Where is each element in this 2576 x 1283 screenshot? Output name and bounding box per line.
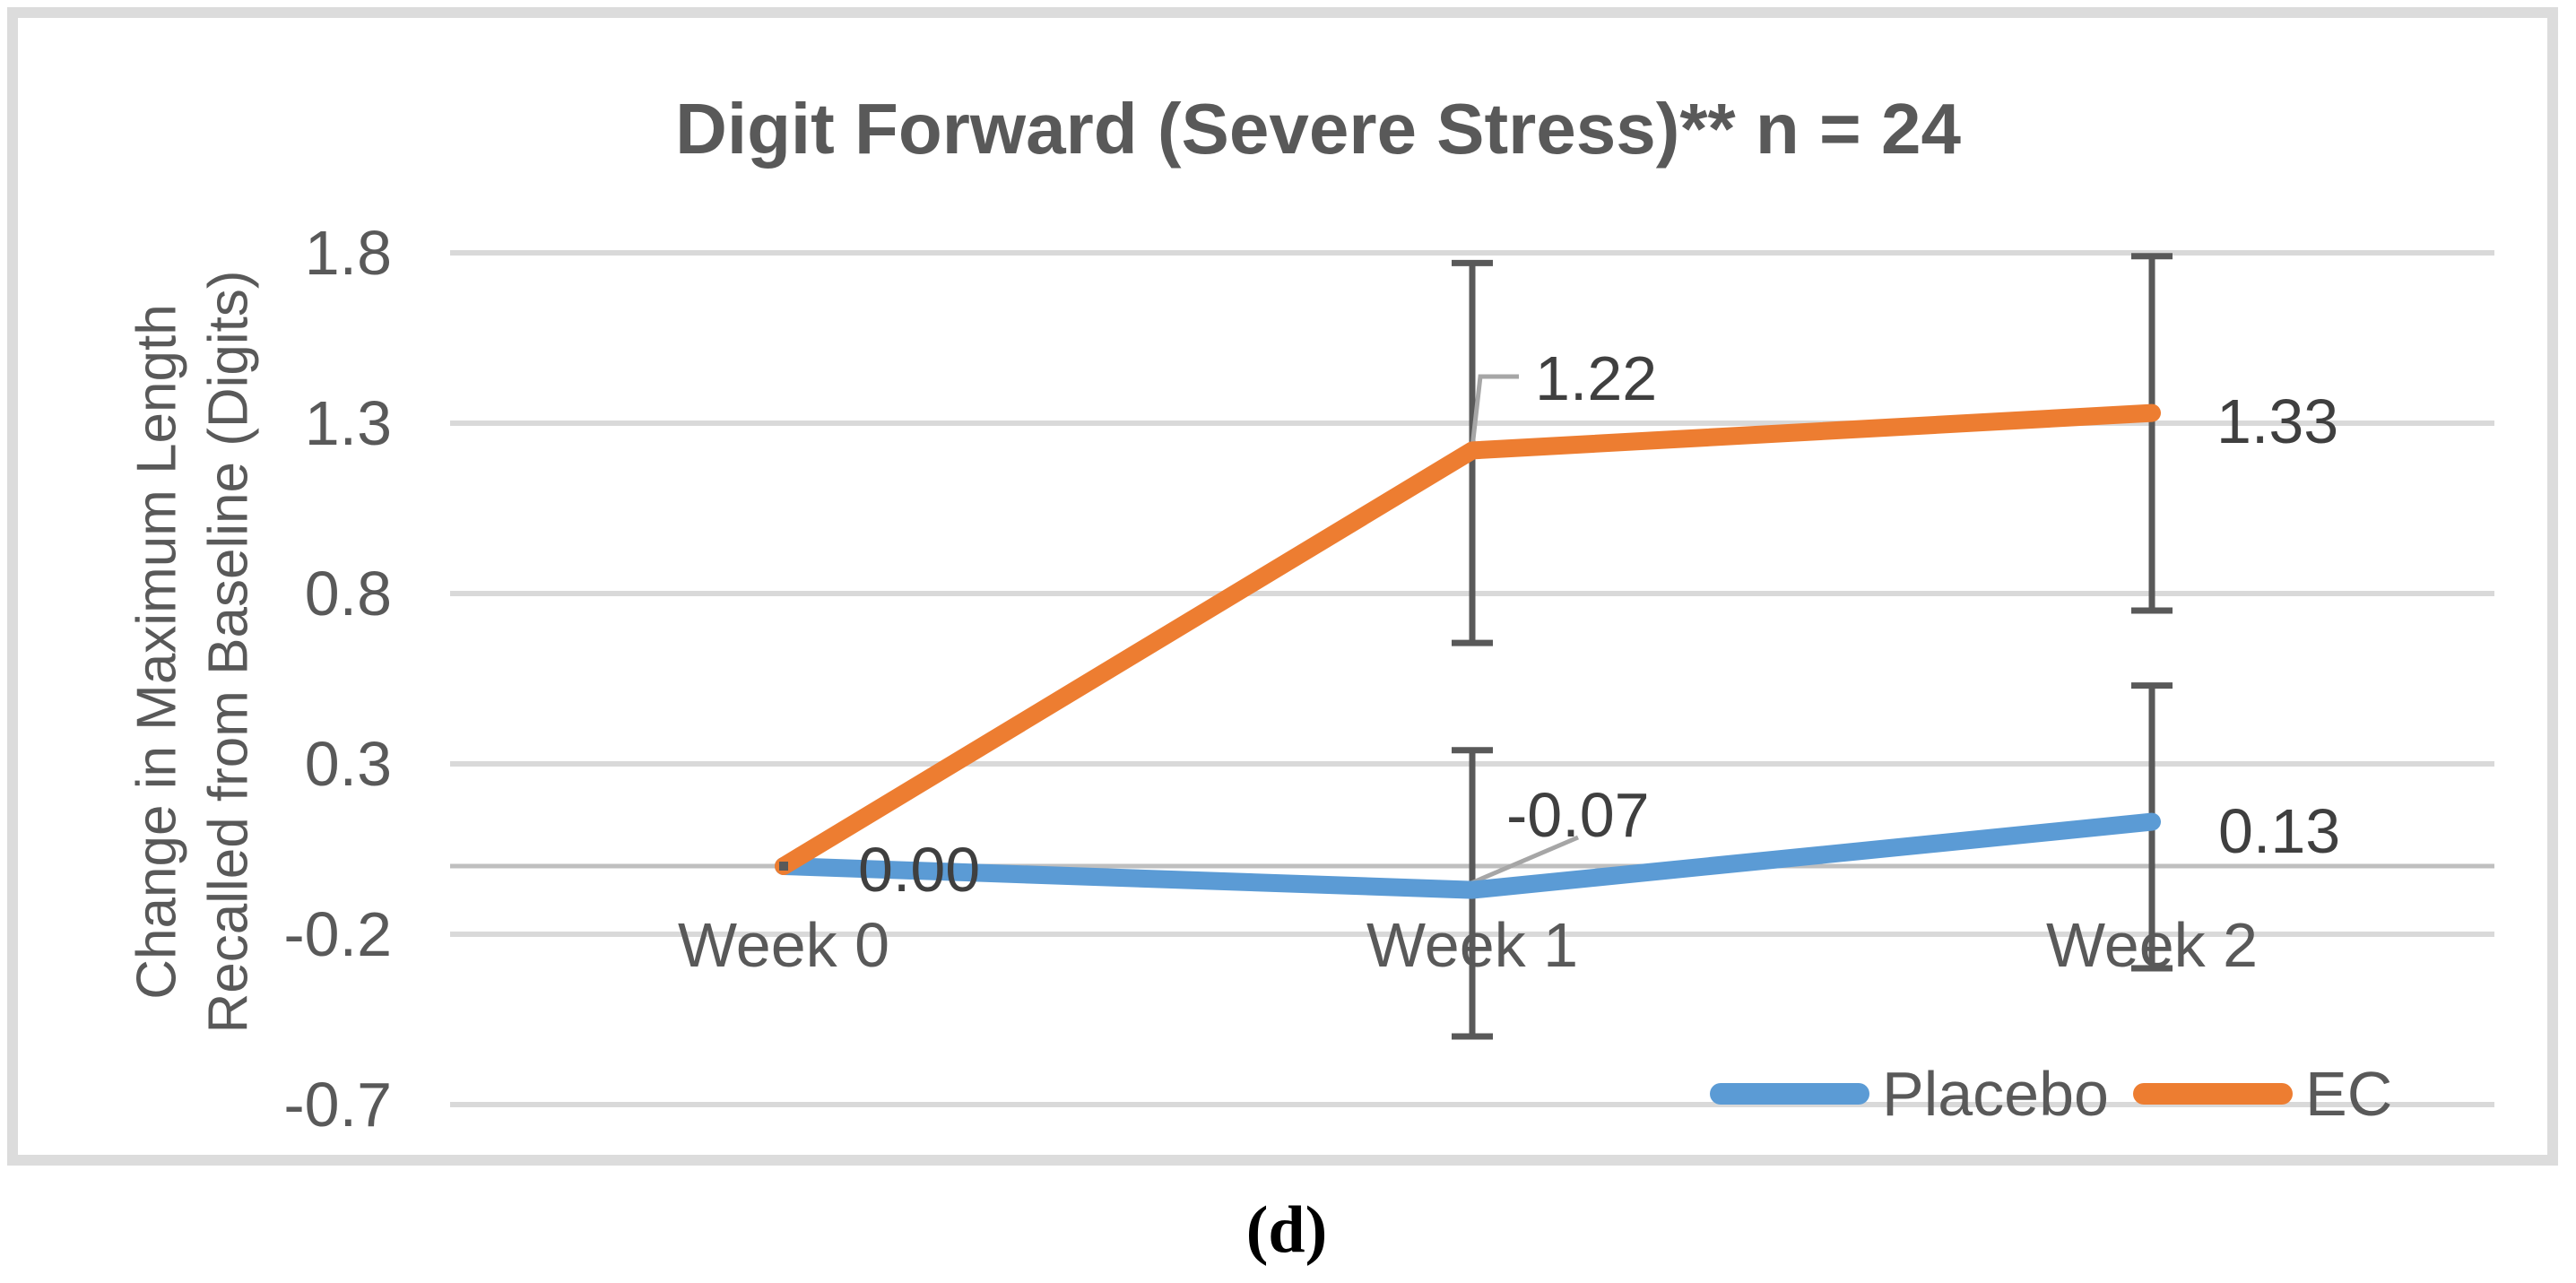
series-line-placebo — [775, 812, 2161, 899]
legend-label-placebo: Placebo — [1882, 1059, 2109, 1129]
week0-marker — [779, 862, 788, 871]
y-tick-label: 0.8 — [305, 559, 392, 628]
y-axis-title-line2: Recalled from Baseline (Digits) — [197, 270, 260, 1034]
y-tick-label: 1.3 — [305, 388, 392, 458]
x-category-label: Week 0 — [678, 910, 889, 980]
chart-title: Digit Forward (Severe Stress)** n = 24 — [675, 89, 1961, 169]
y-tick-label: -0.7 — [283, 1070, 392, 1140]
legend-label-ec: EC — [2305, 1059, 2392, 1129]
y-tick-label: 1.8 — [305, 218, 392, 288]
data-label: -0.07 — [1506, 780, 1650, 850]
series-line-ec — [775, 403, 2161, 875]
data-label: 1.22 — [1535, 343, 1657, 413]
label-leader-line — [1466, 835, 1579, 888]
data-label: 0.00 — [858, 835, 980, 905]
y-tick-label: -0.2 — [283, 899, 392, 969]
legend-swatch-placebo — [1710, 1083, 1869, 1105]
data-label: 1.33 — [2216, 386, 2338, 456]
chart-panel: 1.8 1.3 0.8 0.3 -0.2 -0.7 Week 0 Week 1 Week 2 0.… — [7, 7, 2558, 1166]
data-label: 0.13 — [2218, 796, 2340, 866]
y-tick-label: 0.3 — [305, 729, 392, 799]
figure-caption: (d) — [1245, 1193, 1328, 1267]
legend-swatch-ec — [2133, 1083, 2293, 1105]
label-leader-line — [1470, 374, 1519, 448]
y-axis-title-line1: Change in Maximum Length — [126, 304, 188, 1000]
